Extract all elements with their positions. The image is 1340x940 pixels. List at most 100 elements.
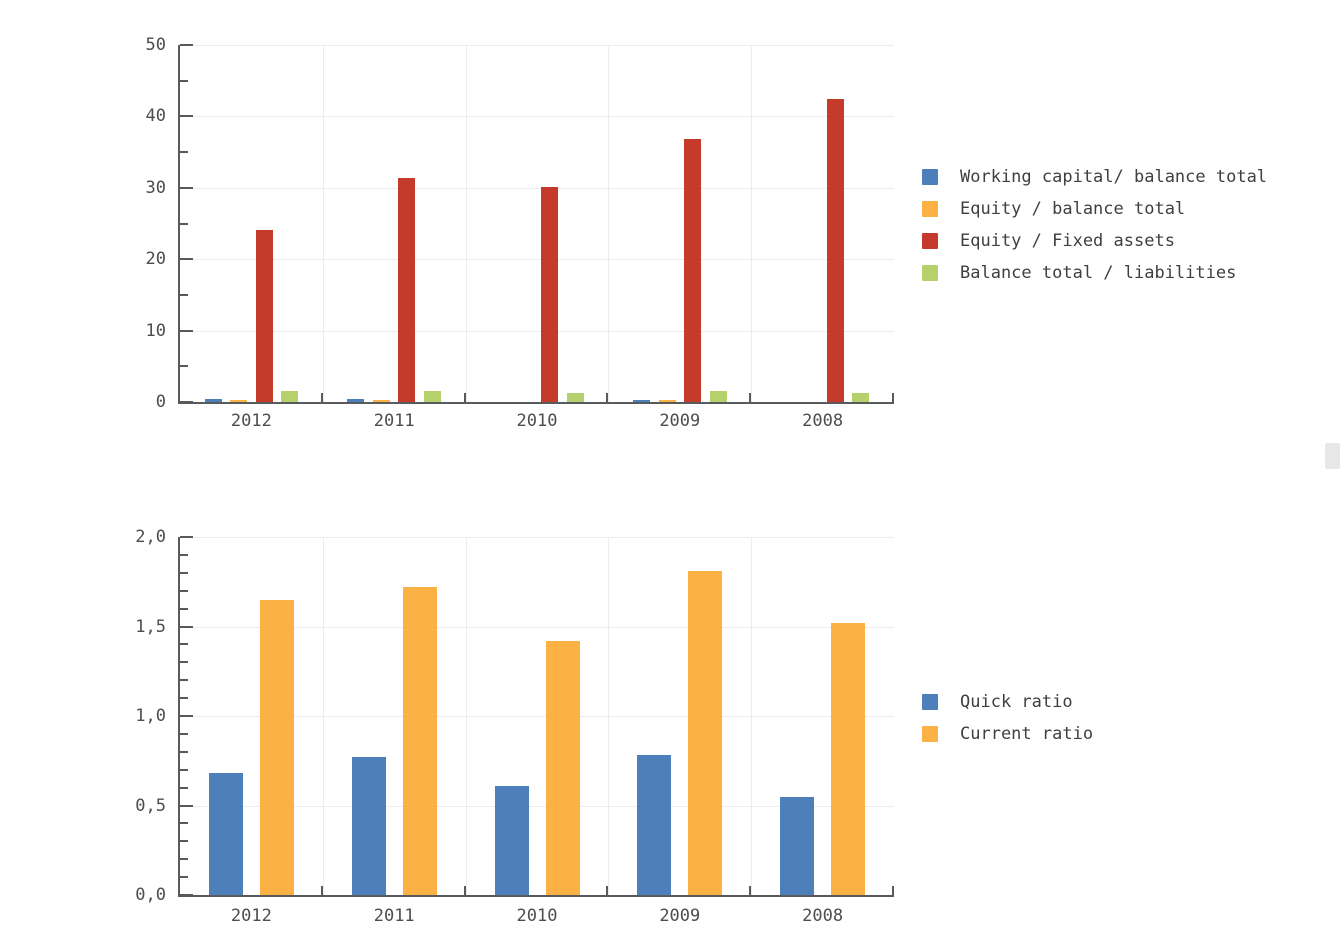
y-tick-label: 1,0: [135, 706, 166, 726]
y-gridline: [180, 626, 894, 628]
y-gridline: [180, 716, 894, 717]
y-minor-tick: [180, 858, 188, 861]
y-major-tick: [180, 625, 193, 628]
x-gridline: [465, 45, 467, 402]
y-major-tick: [180, 329, 193, 332]
x-gridline: [751, 537, 753, 895]
x-tick-label-2010: 2010: [516, 906, 558, 926]
bar-working-capital-balance-total-2011: [347, 399, 365, 402]
scrollbar-thumb[interactable]: [1325, 443, 1340, 469]
bar-quick-ratio-2008: [780, 797, 815, 895]
x-gridline: [608, 537, 610, 895]
x-boundary-tick: [320, 886, 323, 895]
x-tick-label-2010: 2010: [516, 411, 558, 431]
x-boundary-tick: [749, 886, 752, 895]
x-tick-label-2008: 2008: [802, 411, 844, 431]
bar-current-ratio-2010: [545, 641, 580, 895]
y-gridline: [180, 805, 894, 807]
y-gridline: [180, 187, 894, 189]
legend-label-current-ratio: Current ratio: [960, 724, 1094, 744]
bar-balance-total-liabilities-2011: [423, 391, 441, 402]
y-minor-tick: [180, 840, 188, 843]
y-minor-tick: [180, 732, 188, 735]
y-major-tick: [180, 401, 193, 403]
legend-item-balance-total-liabilities: Balance total / liabilities: [922, 259, 1236, 287]
y-major-tick: [180, 186, 193, 189]
y-tick-label: 1,5: [135, 616, 166, 637]
x-boundary-tick: [606, 886, 609, 895]
y-gridline: [180, 259, 894, 261]
y-tick-label: 10: [145, 320, 166, 341]
x-axis-line: [178, 895, 894, 897]
x-boundary-tick: [320, 393, 323, 402]
x-axis-line: [178, 402, 894, 404]
x-tick-label-2012: 2012: [230, 906, 272, 926]
legend-item-working-capital-balance-total: Working capital/ balance total: [922, 163, 1267, 191]
y-major-tick: [180, 894, 193, 896]
bar-quick-ratio-2010: [494, 786, 529, 895]
y-minor-tick: [180, 768, 188, 771]
bar-equity-balance-total-2012: [230, 400, 248, 402]
y-minor-tick: [180, 661, 188, 664]
bar-current-ratio-2012: [259, 600, 294, 895]
y-gridline: [180, 116, 894, 118]
y-major-tick: [180, 536, 193, 538]
y-tick-label: 0: [155, 392, 166, 412]
y-minor-tick: [180, 786, 188, 789]
bar-working-capital-balance-total-2012: [204, 399, 222, 402]
legend-label-equity-fixed-assets: Equity / Fixed assets: [960, 231, 1175, 251]
bar-quick-ratio-2012: [208, 773, 243, 895]
x-tick-label-2009: 2009: [659, 906, 701, 926]
y-tick-label: 50: [145, 35, 166, 55]
bar-equity-fixed-assets-2010: [541, 187, 559, 402]
y-major-tick: [180, 804, 193, 807]
bar-balance-total-liabilities-2010: [566, 393, 584, 402]
x-boundary-tick: [606, 393, 609, 402]
y-gridline: [180, 45, 894, 46]
x-gridline: [322, 537, 324, 895]
bar-equity-fixed-assets-2012: [255, 230, 273, 402]
y-axis-line: [178, 45, 180, 404]
bar-current-ratio-2011: [402, 587, 437, 895]
y-axis-line: [178, 537, 180, 897]
legend-swatch-current-ratio: [922, 726, 938, 742]
bar-quick-ratio-2009: [637, 755, 672, 895]
y-minor-tick: [180, 607, 188, 610]
y-minor-tick: [180, 151, 188, 154]
bar-working-capital-balance-total-2009: [633, 400, 651, 402]
x-boundary-tick: [749, 393, 752, 402]
x-boundary-tick: [892, 886, 894, 895]
x-gridline: [608, 45, 610, 402]
legend-swatch-equity-fixed-assets: [922, 233, 938, 249]
y-tick-label: 20: [145, 249, 166, 270]
y-minor-tick: [180, 643, 188, 646]
legend-swatch-balance-total-liabilities: [922, 265, 938, 281]
bar-current-ratio-2009: [688, 571, 723, 895]
legend-item-current-ratio: Current ratio: [922, 720, 1093, 748]
y-tick-label: 0,0: [135, 885, 166, 905]
y-minor-tick: [180, 697, 188, 700]
y-tick-label: 0,5: [135, 795, 166, 816]
x-tick-label-2009: 2009: [659, 411, 701, 431]
y-gridline: [180, 537, 894, 538]
y-minor-tick: [180, 822, 188, 825]
bar-quick-ratio-2011: [351, 757, 386, 895]
y-tick-label: 30: [145, 177, 166, 198]
y-minor-tick: [180, 553, 188, 556]
y-major-tick: [180, 44, 193, 46]
y-minor-tick: [180, 750, 188, 753]
legend-item-equity-balance-total: Equity / balance total: [922, 195, 1185, 223]
legend-swatch-equity-balance-total: [922, 201, 938, 217]
x-tick-label-2008: 2008: [802, 906, 844, 926]
legend-label-balance-total-liabilities: Balance total / liabilities: [960, 263, 1237, 283]
bar-equity-fixed-assets-2009: [684, 139, 702, 402]
y-minor-tick: [180, 589, 188, 592]
legend-swatch-working-capital-balance-total: [922, 169, 938, 185]
y-minor-tick: [180, 79, 188, 82]
y-minor-tick: [180, 365, 188, 368]
y-tick-label: 40: [145, 106, 166, 127]
bar-equity-fixed-assets-2008: [826, 99, 844, 402]
bar-balance-total-liabilities-2008: [852, 393, 870, 402]
